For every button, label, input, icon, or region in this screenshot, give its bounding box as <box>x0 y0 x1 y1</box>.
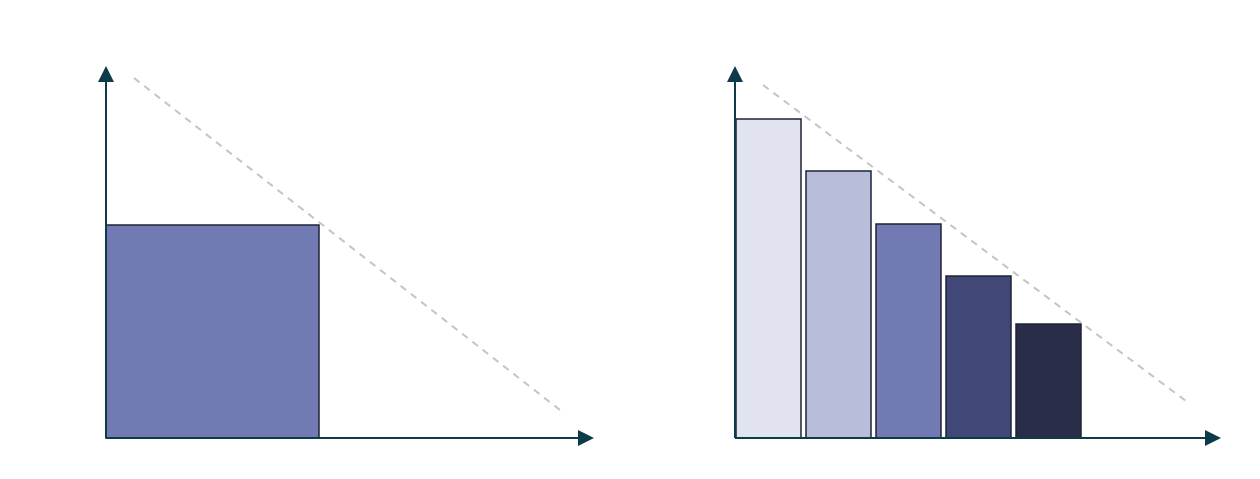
right-bar-2 <box>805 170 872 439</box>
right-bar-3 <box>875 223 942 439</box>
left-diagram <box>98 66 594 446</box>
right-bar-1 <box>735 118 802 439</box>
right-bar-4 <box>945 275 1012 439</box>
right-diagram <box>727 66 1221 446</box>
right-bar-5 <box>1015 323 1082 439</box>
right-dashed-line <box>762 84 1191 405</box>
left-block <box>105 224 320 439</box>
